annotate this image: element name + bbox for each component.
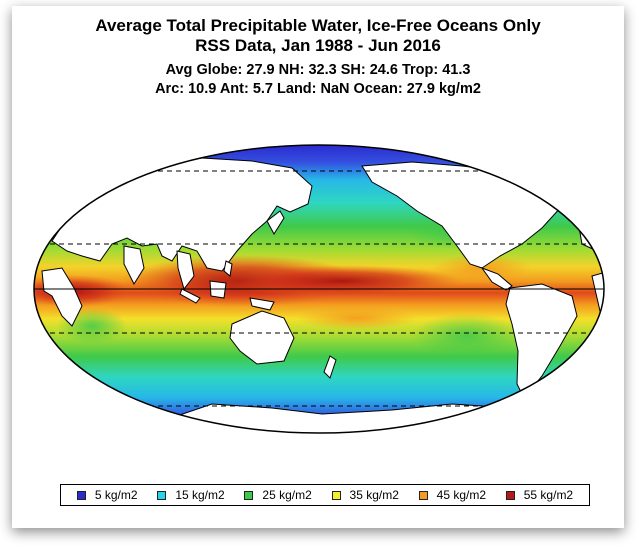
land-central-america [480,266,513,291]
figure-frame: Average Total Precipitable Water, Ice-Fr… [12,6,624,528]
legend-swatch-55 [505,490,515,500]
legend-swatch-45 [418,490,428,500]
legend-label-35: 35 kg/m2 [349,488,399,502]
legend-swatch-25 [244,490,254,500]
ocean-field [34,145,604,433]
legend-swatch-35 [331,490,341,500]
land-borneo [209,280,227,299]
legend-label-5: 5 kg/m2 [94,488,138,502]
legend-label-55: 55 kg/m2 [523,488,574,502]
precipitable-water-map [33,144,605,434]
land-africa [41,267,83,327]
legend-swatch-5 [76,490,86,500]
land-new-zealand [323,355,337,379]
legend-item-25: 25 kg/m2 [244,488,312,502]
legend-item-15: 15 kg/m2 [157,488,225,502]
globe-outline [33,144,605,434]
legend-item-5: 5 kg/m2 [76,488,138,502]
stats-line-1: Avg Globe: 27.9 NH: 32.3 SH: 24.6 Trop: … [165,62,471,78]
title-line-1: Average Total Precipitable Water, Ice-Fr… [95,16,541,35]
land-new-guinea [249,297,275,311]
land-philippines [223,260,233,277]
land-sumatra [179,288,201,304]
land-greenland [515,155,558,177]
legend-label-45: 45 kg/m2 [436,488,486,502]
title-block: Average Total Precipitable Water, Ice-Fr… [12,16,624,98]
legend-label-15: 15 kg/m2 [175,488,225,502]
legend-swatch-15 [157,490,167,500]
legend-item-35: 35 kg/m2 [331,488,399,502]
land-japan [266,210,285,235]
title-line-2: RSS Data, Jan 1988 - Jun 2016 [195,36,441,55]
legend: 5 kg/m2 15 kg/m2 25 kg/m2 35 kg/m2 45 kg… [60,484,590,506]
legend-item-55: 55 kg/m2 [505,488,574,502]
land-africa-east [591,270,604,312]
legend-item-45: 45 kg/m2 [418,488,486,502]
land-indochina [176,250,195,291]
land-australia [229,310,295,365]
stats-line-2: Arc: 10.9 Ant: 5.7 Land: NaN Ocean: 27.9… [155,81,481,97]
legend-label-25: 25 kg/m2 [262,488,312,502]
land-india [123,245,145,286]
